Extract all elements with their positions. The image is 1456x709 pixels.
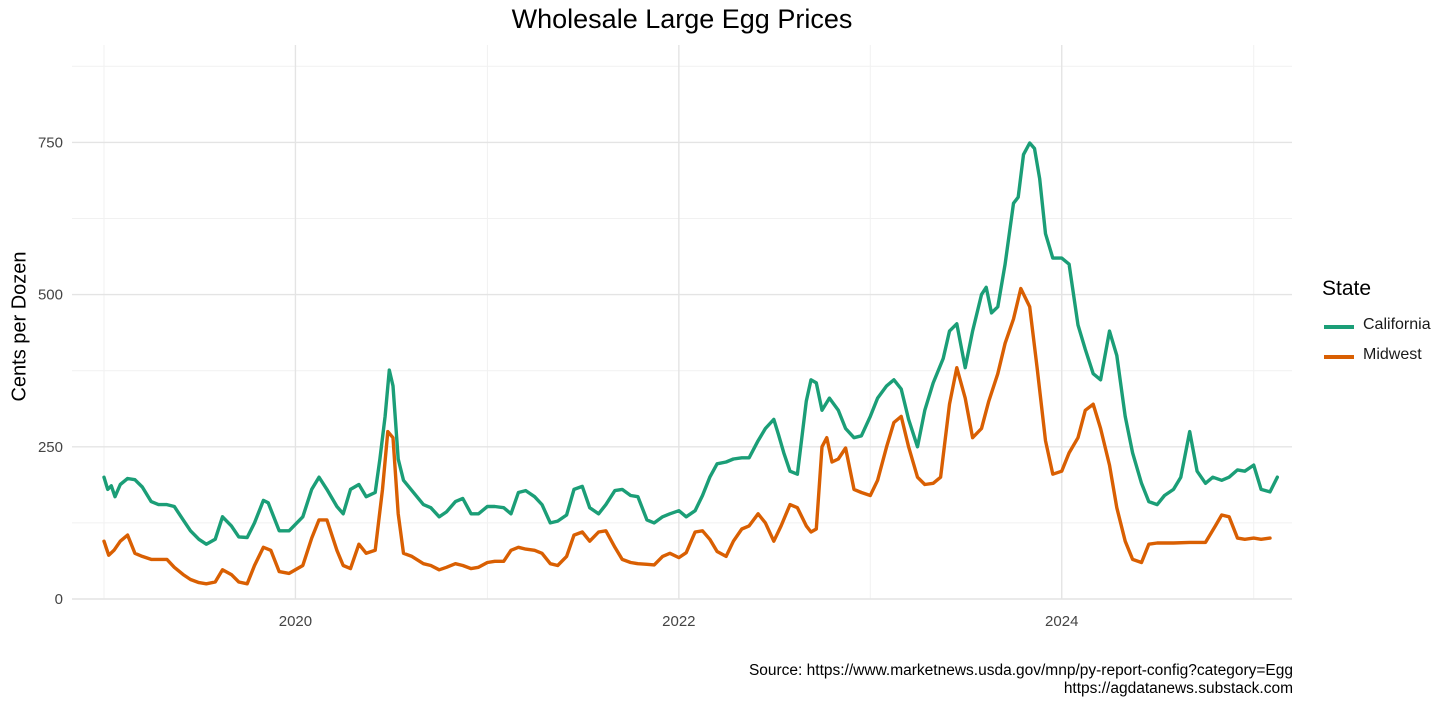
series-line-midwest xyxy=(102,286,1272,586)
x-tick-label: 2024 xyxy=(1045,613,1078,630)
legend-label-midwest: Midwest xyxy=(1363,346,1422,363)
source-line-substack: https://agdatanews.substack.com xyxy=(1063,680,1293,697)
source-line-url: Source: https://www.marketnews.usda.gov/… xyxy=(748,662,1293,679)
chart-title: Wholesale Large Egg Prices xyxy=(511,4,853,34)
y-tick-label: 750 xyxy=(38,134,63,151)
x-axis-ticks: 2020 2022 2024 xyxy=(279,613,1079,630)
y-axis-ticks: 0 250 500 750 xyxy=(38,134,63,608)
y-axis-label: Cents per Dozen xyxy=(8,251,31,402)
legend-label-california: California xyxy=(1363,316,1431,333)
series-line-california xyxy=(102,141,1279,546)
x-tick-label: 2022 xyxy=(662,613,695,630)
source-caption: Source: https://www.marketnews.usda.gov/… xyxy=(749,662,1293,698)
y-tick-label: 0 xyxy=(55,591,63,608)
legend-title: State xyxy=(1322,277,1372,300)
legend-swatch-california xyxy=(1324,325,1354,329)
legend-swatch-midwest xyxy=(1324,355,1354,359)
y-tick-label: 500 xyxy=(38,287,63,304)
x-tick-label: 2020 xyxy=(279,613,312,630)
y-tick-label: 250 xyxy=(38,439,63,456)
series-lines xyxy=(102,141,1279,586)
grid-lines xyxy=(72,45,1292,600)
